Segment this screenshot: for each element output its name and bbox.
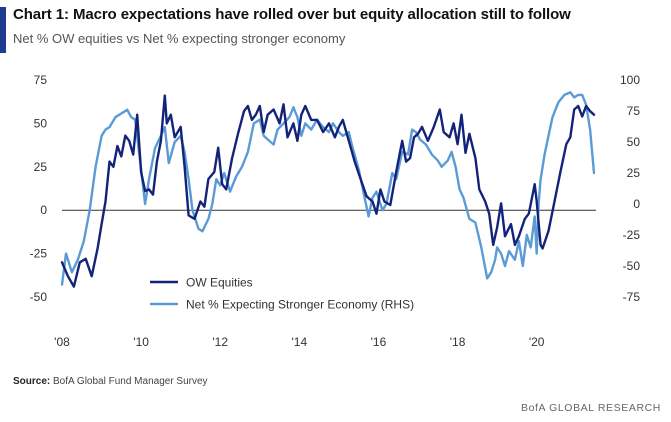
- chart-title: Chart 1: Macro expectations have rolled …: [13, 6, 571, 23]
- y-right-tick-label: 0: [633, 197, 640, 211]
- x-tick-label: '16: [371, 335, 387, 349]
- y-right-tick-label: -75: [623, 290, 641, 304]
- y-right-tick-label: 100: [620, 73, 640, 87]
- x-tick-label: '18: [450, 335, 466, 349]
- x-tick-label: '20: [529, 335, 545, 349]
- x-tick-label: '08: [54, 335, 70, 349]
- series-line-economy-expectations: [60, 91, 596, 286]
- x-tick-label: '14: [292, 335, 308, 349]
- y-right-tick-label: 50: [627, 135, 641, 149]
- y-left-tick-label: 0: [40, 203, 47, 217]
- title-accent-bar: [0, 7, 6, 53]
- line-chart: -50 -25 0 25 50 75 -75 -50 -25 0 25 50 75 100 '08 '10 '1…: [30, 73, 641, 349]
- source-note: Source: BofA Global Fund Manager Survey: [13, 376, 208, 387]
- source-text: BofA Global Fund Manager Survey: [53, 376, 208, 387]
- y-right-tick-label: 75: [627, 104, 641, 118]
- brand-footer: BofA GLOBAL RESEARCH: [521, 402, 661, 414]
- x-tick-label: '10: [133, 335, 149, 349]
- y-left-tick-label: 25: [34, 160, 48, 174]
- x-tick-label: '12: [212, 335, 228, 349]
- y-left-tick-label: 50: [34, 116, 48, 130]
- legend-label-ow-equities: OW Equities: [186, 276, 253, 290]
- legend-label-economy-expectations: Net % Expecting Stronger Economy (RHS): [186, 298, 414, 312]
- y-left-tick-label: 75: [34, 73, 48, 87]
- y-right-tick-label: -25: [623, 228, 641, 242]
- y-left-tick-label: -50: [30, 290, 48, 304]
- source-label: Source:: [13, 376, 51, 387]
- chart-subtitle: Net % OW equities vs Net % expecting str…: [13, 31, 346, 46]
- y-left-tick-label: -25: [30, 247, 48, 261]
- y-right-tick-label: -50: [623, 259, 641, 273]
- y-right-tick-label: 25: [627, 166, 641, 180]
- series-line-ow-equities: [60, 94, 596, 288]
